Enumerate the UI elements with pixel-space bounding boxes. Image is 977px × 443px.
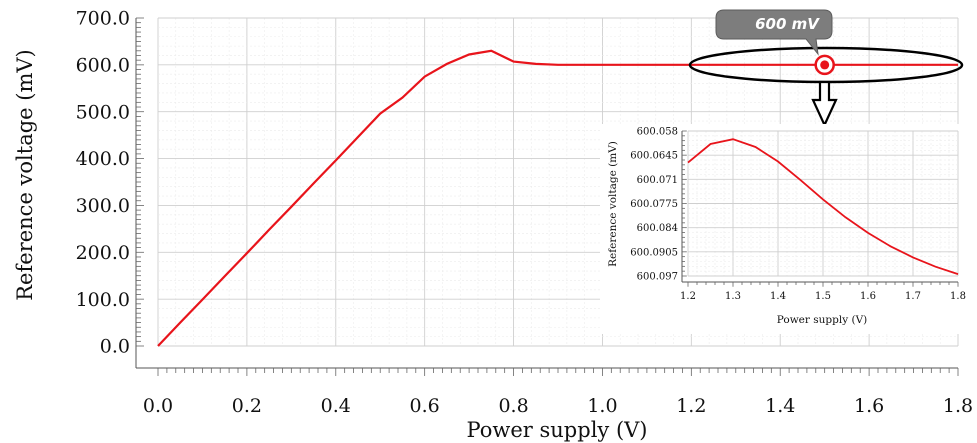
y-tick-label: 500.0 [76,101,130,123]
x-tick-label: 1.4 [770,291,786,302]
y-tick-label: 600.0775 [630,199,678,210]
y-tick-label: 700.0 [76,8,130,30]
y-tick-label: 600.097 [637,272,678,283]
y-tick-label: 0.0 [100,336,130,358]
x-tick-label: 1.7 [905,291,921,302]
main-axes [135,17,959,376]
x-tick-label: 0.2 [232,395,262,417]
highlight-point-marker [814,54,835,76]
y-tick-label: 600.084 [637,223,678,234]
inset-y-axis-title: Reference voltage (mV) [607,141,619,267]
callout-label: 600 mV [755,15,820,33]
y-tick-label: 100.0 [76,289,130,311]
x-tick-label: 1.0 [587,395,617,417]
inset-axes [681,130,959,287]
x-tick-label: 1.2 [676,395,706,417]
x-tick-label: 1.5 [815,291,831,302]
x-tick-label: 1.6 [860,291,876,302]
y-tick-label: 300.0 [76,195,130,217]
down-arrow-icon [811,80,838,128]
y-tick-label: 600.0645 [630,151,678,162]
x-tick-label: 1.8 [950,291,966,302]
inset-x-tick-labels: 1.2 1.3 1.4 1.5 1.6 1.7 1.8 [680,291,966,302]
inset-background [600,124,970,334]
inset-y-tick-labels: 600.097 600.0905 600.084 600.0775 600.071 600… [630,127,678,283]
y-tick-label: 200.0 [76,242,130,264]
inset-x-axis-title: Power supply (V) [777,314,868,326]
x-tick-label: 1.2 [680,291,696,302]
x-tick-label: 0.6 [410,395,440,417]
main-series-line [157,49,958,347]
callout-bubble: 600 mV [715,9,833,56]
main-x-axis-title: Power supply (V) [466,418,647,442]
x-tick-label: 1.4 [765,395,795,417]
y-tick-label: 600.058 [637,127,678,138]
y-tick-label: 600.0 [76,55,130,77]
main-x-tick-labels: 0.0 0.2 0.4 0.6 0.8 1.0 1.2 1.4 1.6 1.8 [143,395,973,417]
inset-grid [687,130,959,277]
main-y-axis-title: Reference voltage (mV) [13,49,37,301]
x-tick-label: 0.0 [143,395,173,417]
x-tick-label: 1.3 [725,291,741,302]
x-tick-label: 1.8 [943,395,973,417]
y-tick-label: 600.0905 [630,247,678,258]
y-tick-label: 600.071 [637,175,678,186]
x-tick-label: 1.6 [854,395,884,417]
x-tick-label: 0.8 [498,395,528,417]
inset-series-line [687,138,959,275]
main-y-tick-labels: 0.0 100.0 200.0 300.0 400.0 500.0 600.0 700.0 [76,8,130,358]
x-tick-label: 0.4 [321,395,351,417]
y-tick-label: 400.0 [76,148,130,170]
